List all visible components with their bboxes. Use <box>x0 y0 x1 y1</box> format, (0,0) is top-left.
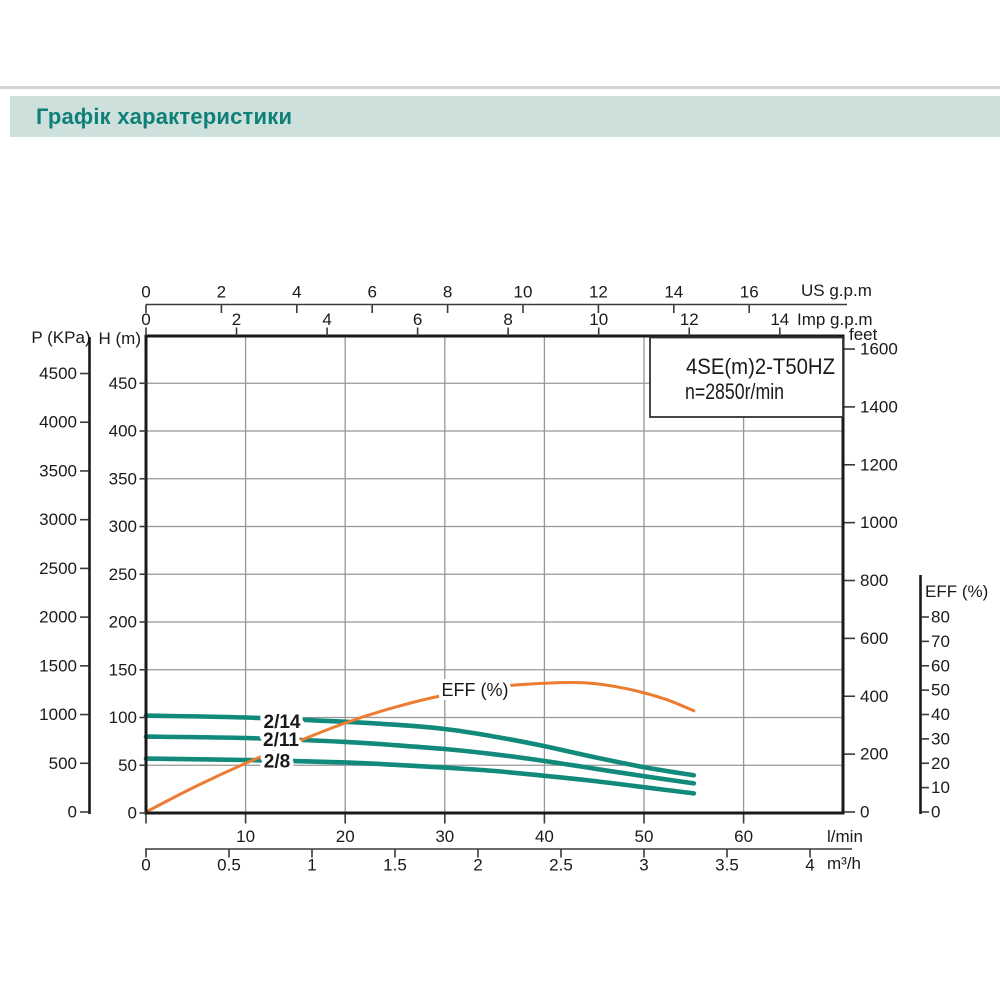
h-axis-tick-label: 450 <box>109 374 137 393</box>
h-axis-tick-label: 250 <box>109 565 137 584</box>
imp-gpm-tick-label: 4 <box>322 310 331 329</box>
feet-axis-tick-label: 1600 <box>860 340 898 359</box>
page-title: Графік характеристики <box>36 103 293 129</box>
model-box-line2: n=2850r/min <box>685 379 784 404</box>
eff-axis-tick-label: 30 <box>931 729 950 748</box>
header-band: Графік характеристики <box>10 96 1000 137</box>
feet-axis-tick-label: 1400 <box>860 397 898 416</box>
m3h-tick-label: 1.5 <box>383 856 407 875</box>
imp-gpm-tick-label: 10 <box>589 310 608 329</box>
eff-axis-label: EFF (%) <box>925 582 988 601</box>
p-axis-tick-label: 3000 <box>39 510 77 529</box>
h-axis-tick-label: 150 <box>109 660 137 679</box>
curve-label-2-8: 2/8 <box>264 752 290 773</box>
lmin-axis-label: l/min <box>827 827 863 846</box>
m3h-axis-label: m³/h <box>827 854 861 873</box>
h-axis-tick-label: 400 <box>109 422 137 441</box>
m3h-tick-label: 1 <box>307 856 316 875</box>
m3h-tick-label: 3.5 <box>715 856 739 875</box>
us-gpm-tick-label: 16 <box>740 283 759 302</box>
imp-gpm-tick-label: 6 <box>413 310 422 329</box>
us-gpm-tick-label: 4 <box>292 283 301 302</box>
top-separator <box>0 86 1000 89</box>
feet-axis-tick-label: 1200 <box>860 455 898 474</box>
efficiency-curve-label: EFF (%) <box>442 680 509 700</box>
p-axis-tick-label: 2000 <box>39 608 77 627</box>
head-curve-2-8 <box>143 756 697 796</box>
feet-axis-label: feet <box>849 325 878 344</box>
head-curve-2-11 <box>143 734 697 786</box>
eff-axis-tick-label: 70 <box>931 632 950 651</box>
m3h-tick-label: 4 <box>805 856 814 875</box>
m3h-tick-label: 3 <box>639 856 648 875</box>
imp-gpm-tick-label: 2 <box>232 310 241 329</box>
eff-axis-tick-label: 40 <box>931 705 950 724</box>
eff-axis-tick-label: 20 <box>931 754 950 773</box>
lmin-tick-label: 40 <box>535 827 554 846</box>
lmin-tick-label: 60 <box>734 827 753 846</box>
feet-axis-tick-label: 200 <box>860 745 888 764</box>
us-gpm-axis-label: US g.p.m <box>801 281 872 300</box>
p-axis-tick-label: 4000 <box>39 413 77 432</box>
p-axis-tick-label: 1500 <box>39 656 77 675</box>
p-axis-tick-label: 3500 <box>39 461 77 480</box>
m3h-tick-label: 0 <box>141 856 150 875</box>
us-gpm-tick-label: 8 <box>443 283 452 302</box>
lmin-tick-label: 20 <box>336 827 355 846</box>
h-axis-tick-label: 50 <box>118 756 137 775</box>
us-gpm-tick-label: 14 <box>664 283 683 302</box>
model-box-line1: 4SE(m)2-T50HZ <box>686 354 835 379</box>
m3h-tick-label: 2.5 <box>549 856 573 875</box>
eff-axis-tick-label: 60 <box>931 656 950 675</box>
feet-axis-tick-label: 0 <box>860 803 869 822</box>
imp-gpm-tick-label: 14 <box>770 310 789 329</box>
h-axis-tick-label: 350 <box>109 469 137 488</box>
lmin-tick-label: 50 <box>635 827 654 846</box>
imp-gpm-tick-label: 12 <box>680 310 699 329</box>
eff-axis-tick-label: 10 <box>931 778 950 797</box>
head-curve-2-14 <box>143 713 697 778</box>
h-axis-tick-label: 0 <box>128 804 137 823</box>
p-axis-tick-label: 0 <box>68 803 77 822</box>
efficiency-curve <box>144 680 696 814</box>
h-axis-tick-label: 300 <box>109 517 137 536</box>
p-axis-tick-label: 500 <box>49 754 77 773</box>
h-axis-tick-label: 100 <box>109 708 137 727</box>
us-gpm-tick-label: 2 <box>217 283 226 302</box>
h-axis-label: H (m) <box>99 329 141 348</box>
imp-gpm-axis-label: Imp g.p.m <box>797 310 873 329</box>
eff-axis-tick-label: 80 <box>931 608 950 627</box>
imp-gpm-tick-label: 8 <box>503 310 512 329</box>
p-axis-tick-label: 1000 <box>39 705 77 724</box>
h-axis-tick-label: 200 <box>109 613 137 632</box>
us-gpm-tick-label: 10 <box>514 283 533 302</box>
feet-axis-tick-label: 400 <box>860 687 888 706</box>
us-gpm-tick-label: 0 <box>141 283 150 302</box>
m3h-tick-label: 0.5 <box>217 856 241 875</box>
lmin-tick-label: 30 <box>435 827 454 846</box>
imp-gpm-tick-label: 0 <box>141 310 150 329</box>
eff-axis-tick-label: 50 <box>931 681 950 700</box>
us-gpm-tick-label: 6 <box>367 283 376 302</box>
feet-axis-tick-label: 1000 <box>860 513 898 532</box>
p-axis-label: P (KPa) <box>31 328 90 347</box>
curve-label-2-11: 2/11 <box>263 730 299 751</box>
us-gpm-tick-label: 12 <box>589 283 608 302</box>
p-axis-tick-label: 2500 <box>39 559 77 578</box>
eff-axis-tick-label: 0 <box>931 803 940 822</box>
m3h-tick-label: 2 <box>473 856 482 875</box>
p-axis-tick-label: 4500 <box>39 364 77 383</box>
model-box <box>649 336 844 418</box>
lmin-tick-label: 10 <box>236 827 255 846</box>
curve-label-2-14: 2/14 <box>264 712 301 733</box>
feet-axis-tick-label: 800 <box>860 571 888 590</box>
feet-axis-tick-label: 600 <box>860 629 888 648</box>
